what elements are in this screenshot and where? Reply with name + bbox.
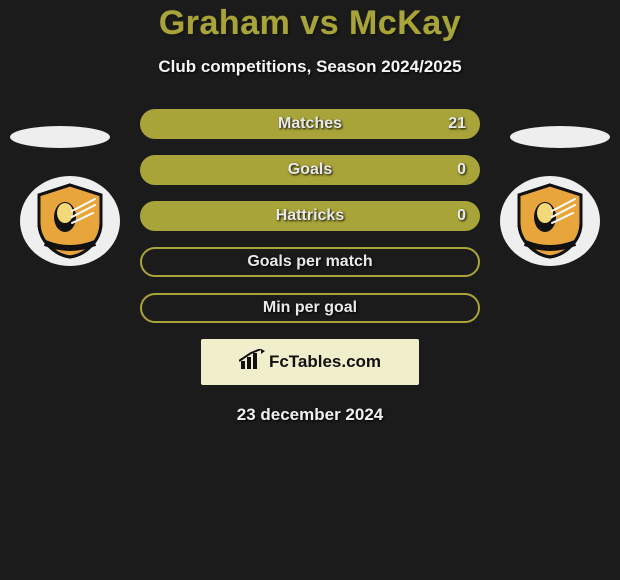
shield-icon [35, 183, 105, 259]
stat-row-goals-per-match: Goals per match [140, 247, 480, 277]
brand-text: FcTables.com [269, 352, 381, 372]
stat-value-right: 0 [457, 161, 466, 179]
stat-row-goals: Goals 0 [140, 155, 480, 185]
shield-icon [515, 183, 585, 259]
stat-row-hattricks: Hattricks 0 [140, 201, 480, 231]
stat-row-matches: Matches 21 [140, 109, 480, 139]
page-subtitle: Club competitions, Season 2024/2025 [0, 57, 620, 77]
stat-label: Min per goal [142, 299, 478, 317]
player-slot-left [10, 126, 110, 148]
stat-label: Matches [142, 115, 478, 133]
date-label: 23 december 2024 [0, 405, 620, 425]
club-logo-left [20, 176, 120, 266]
stat-row-min-per-goal: Min per goal [140, 293, 480, 323]
stat-value-right: 21 [448, 115, 466, 133]
stat-value-right: 0 [457, 207, 466, 225]
bar-chart-icon [239, 349, 265, 376]
stat-label: Goals [142, 161, 478, 179]
stat-label: Goals per match [142, 253, 478, 271]
club-logo-right [500, 176, 600, 266]
stat-label: Hattricks [142, 207, 478, 225]
page-title: Graham vs McKay [0, 4, 620, 43]
brand-badge[interactable]: FcTables.com [201, 339, 419, 385]
player-slot-right [510, 126, 610, 148]
